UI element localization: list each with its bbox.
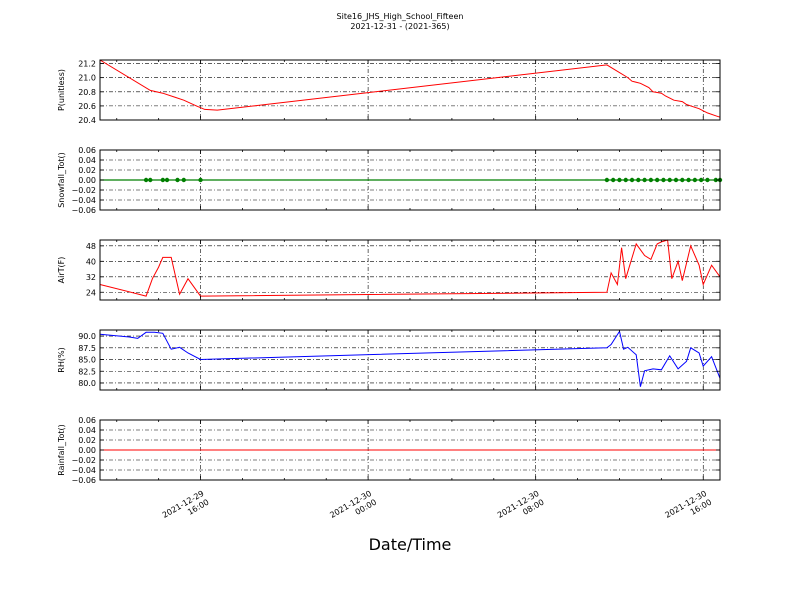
y-axis-label: Rainfall_Tot(): [57, 424, 66, 476]
chart-subtitle: 2021-12-31 - (2021-365): [350, 22, 450, 31]
y-tick-label: 0.04: [78, 156, 96, 165]
y-tick-label: −0.06: [71, 206, 96, 215]
chart-title: Site16_JHS_High_School_Fifteen: [336, 12, 464, 21]
panel-frame: [99, 59, 721, 121]
series-line: [99, 330, 721, 387]
data-point: [164, 177, 170, 183]
data-point: [654, 177, 660, 183]
y-tick-label: 20.4: [78, 116, 96, 125]
y-tick-label: 0.06: [78, 146, 96, 155]
y-tick-label: 48: [86, 242, 96, 251]
y-tick-label: 0.02: [78, 436, 96, 445]
data-point: [623, 177, 628, 183]
y-axis-label: RH(%): [57, 347, 66, 372]
data-point: [667, 177, 672, 183]
series-line: [99, 239, 721, 297]
data-point: [642, 177, 647, 183]
data-point: [198, 177, 203, 183]
data-point: [617, 177, 622, 183]
y-tick-label: 85.0: [78, 356, 96, 365]
y-tick-label: 80.0: [78, 379, 96, 388]
data-point: [686, 177, 691, 183]
data-point: [610, 177, 616, 183]
y-tick-label: −0.04: [71, 196, 96, 205]
data-point: [673, 177, 679, 183]
data-point: [661, 177, 666, 183]
y-tick-label: 87.5: [78, 344, 96, 353]
y-tick-label: −0.04: [71, 466, 96, 475]
y-tick-label: 0.04: [78, 426, 96, 435]
y-tick-label: 40: [86, 257, 96, 266]
y-tick-label: 32: [86, 273, 96, 282]
data-point: [636, 177, 641, 183]
y-axis-label: Snowfall_Tot(): [57, 152, 66, 208]
data-point: [604, 177, 610, 183]
y-tick-label: 24: [86, 288, 96, 297]
y-axis-label: AirT(F): [57, 257, 66, 284]
y-tick-label: −0.06: [71, 476, 96, 485]
data-point: [680, 177, 685, 183]
y-tick-label: 0.02: [78, 166, 96, 175]
data-point: [148, 177, 153, 183]
y-tick-label: 0.00: [78, 446, 96, 455]
data-point: [705, 177, 710, 183]
data-point: [143, 177, 149, 183]
y-tick-label: 21.2: [78, 60, 96, 69]
data-point: [175, 177, 180, 183]
x-axis-label: Date/Time: [369, 535, 452, 554]
data-point: [698, 177, 704, 183]
data-point: [629, 177, 635, 183]
panel-frame: [99, 329, 721, 391]
y-tick-label: 90.0: [78, 332, 96, 341]
y-tick-label: −0.02: [71, 186, 96, 195]
data-point: [713, 177, 719, 183]
data-point: [181, 177, 186, 183]
data-point: [160, 177, 166, 183]
y-tick-label: −0.02: [71, 456, 96, 465]
y-tick-label: 0.06: [78, 416, 96, 425]
y-tick-label: 82.5: [78, 367, 96, 376]
series-line: [99, 59, 721, 118]
y-tick-label: 21.0: [78, 74, 96, 83]
y-axis-label: P(unitless): [57, 69, 66, 111]
y-tick-label: 20.8: [78, 88, 96, 97]
y-tick-label: 0.00: [78, 176, 96, 185]
data-point: [692, 177, 698, 183]
data-point: [648, 177, 654, 183]
panel-frame: [99, 239, 721, 301]
y-tick-label: 20.6: [78, 102, 96, 111]
